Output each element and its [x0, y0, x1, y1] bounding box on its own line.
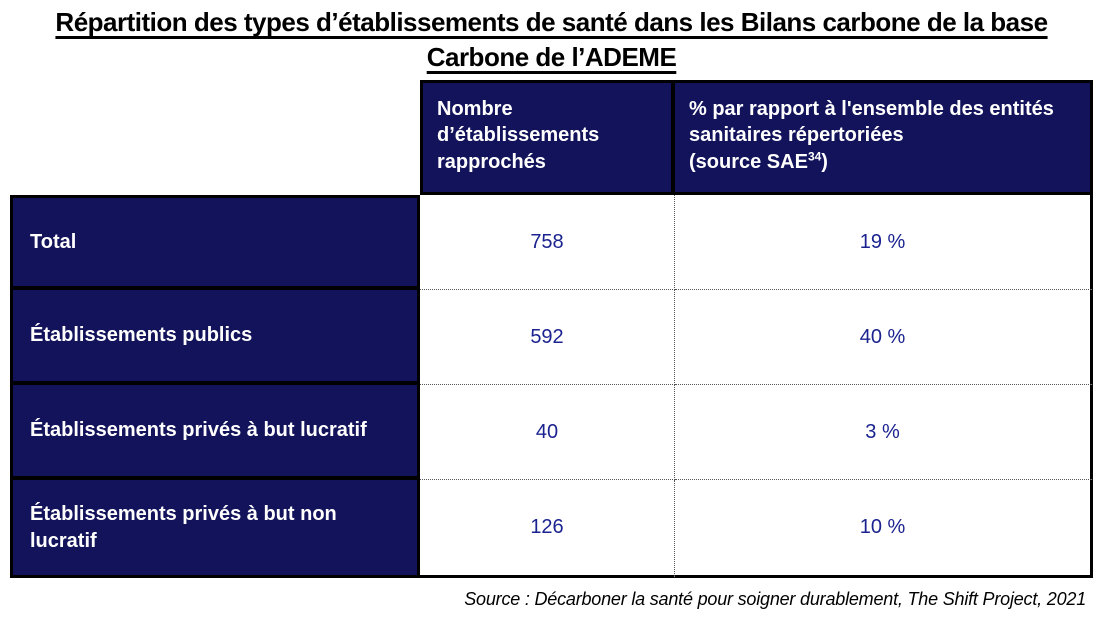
row-prives-non-lucratif-pct: 10 %: [675, 480, 1093, 578]
row-label-publics: Établissements publics: [10, 290, 420, 385]
page-title: Répartition des types d’établissements d…: [0, 5, 1103, 75]
column-header-pct-source: (source SAE34): [689, 149, 828, 173]
page-title-text: Répartition des types d’établissements d…: [55, 7, 1048, 73]
source-sae-superscript: 34: [807, 149, 822, 164]
row-prives-non-lucratif-count: 126: [420, 480, 675, 578]
row-prives-lucratif-pct: 3 %: [675, 385, 1093, 480]
row-label-total: Total: [10, 195, 420, 290]
establishments-table: Nombre d’établissements rapprochés % par…: [10, 80, 1093, 578]
row-label-prives-lucratif: Établissements privés à but lucratif: [10, 385, 420, 480]
row-total-pct: 19 %: [675, 195, 1093, 290]
source-note: Source : Décarboner la santé pour soigne…: [464, 589, 1086, 609]
row-prives-lucratif-count: 40: [420, 385, 675, 480]
row-label-prives-non-lucratif: Établissements privés à but non lucratif: [10, 480, 420, 578]
column-header-pct: % par rapport à l'ensemble des entités s…: [675, 80, 1093, 195]
row-total-count: 758: [420, 195, 675, 290]
column-header-pct-label: % par rapport à l'ensemble des entités s…: [689, 98, 1054, 147]
row-publics-pct: 40 %: [675, 290, 1093, 385]
column-header-count-label: Nombre d’établissements rapprochés: [437, 98, 600, 173]
table-corner-spacer: [10, 80, 420, 195]
column-header-count: Nombre d’établissements rapprochés: [420, 80, 675, 195]
row-publics-count: 592: [420, 290, 675, 385]
